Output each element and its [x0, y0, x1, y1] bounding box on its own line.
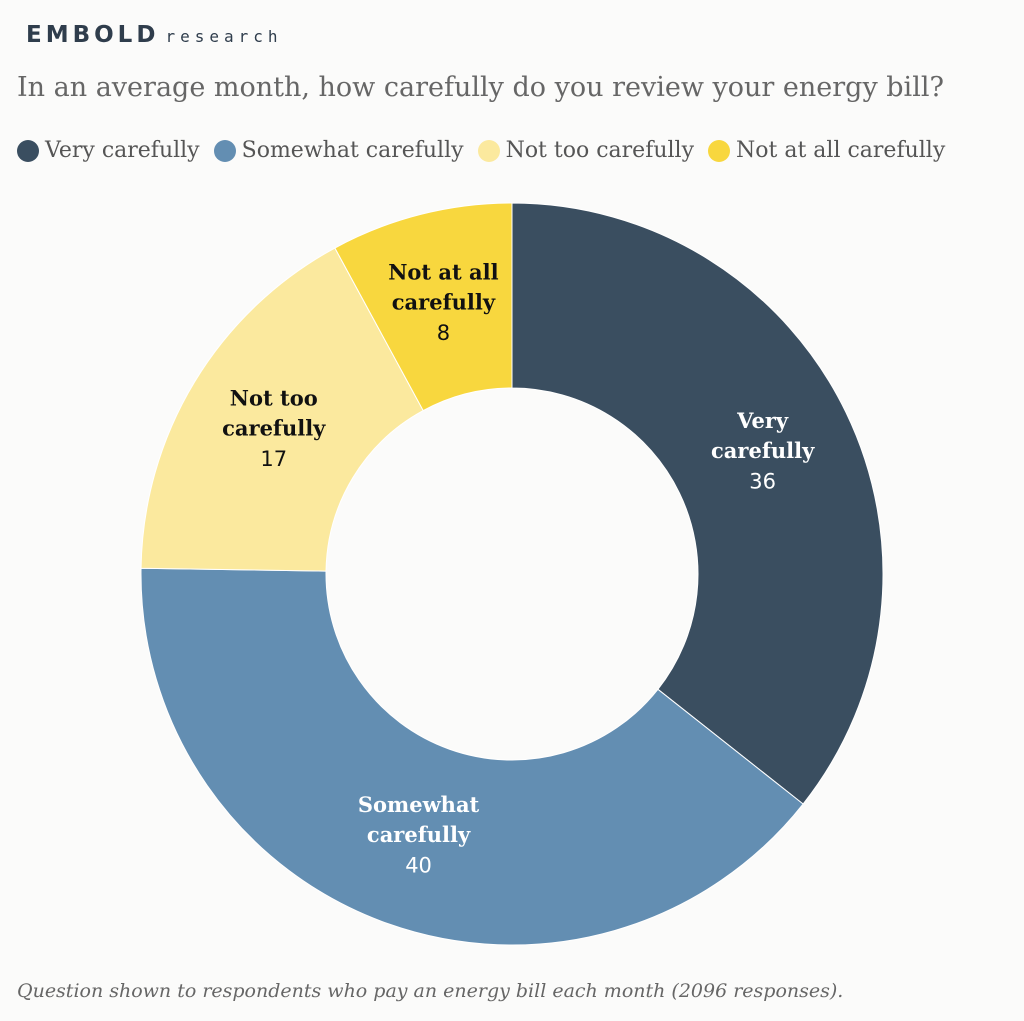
slice-category-label: Somewhat	[358, 792, 480, 817]
legend-item-not-at-all-carefully: Not at all carefully	[708, 138, 945, 163]
slice-not-at-all-carefully	[334, 202, 513, 412]
slice-somewhat-carefully	[140, 567, 804, 946]
brand-subtitle: research	[165, 27, 283, 46]
chart-legend: Very carefully Somewhat carefully Not to…	[17, 138, 959, 163]
slice-value-label: 40	[405, 853, 432, 877]
slice-category-label: carefully	[367, 822, 471, 847]
brand-logo: EMBOLD research	[26, 22, 283, 48]
brand-name: EMBOLD	[26, 22, 160, 48]
legend-item-not-too-carefully: Not too carefully	[477, 138, 695, 163]
chart-title: In an average month, how carefully do yo…	[17, 72, 944, 103]
legend-swatch	[708, 139, 731, 162]
legend-label: Not too carefully	[505, 138, 695, 163]
legend-swatch	[17, 139, 39, 162]
legend-label: Very carefully	[45, 138, 200, 163]
slice-label-not-too-carefully: Not too carefully 17	[222, 385, 326, 471]
slice-not-too-carefully	[140, 247, 424, 572]
legend-item-very-carefully: Very carefully	[17, 138, 200, 163]
slice-category-label: carefully	[392, 290, 496, 315]
slice-category-label: Not too	[230, 385, 318, 410]
slice-label-very-carefully: Very carefully 36	[711, 408, 815, 494]
legend-swatch	[477, 139, 500, 162]
slice-value-label: 36	[749, 470, 776, 494]
slice-category-label: Very	[736, 408, 789, 433]
slice-category-label: Not at all	[388, 260, 498, 285]
legend-label: Somewhat carefully	[241, 138, 464, 163]
slice-value-label: 8	[437, 321, 450, 345]
slice-label-not-at-all-carefully: Not at all carefully 8	[388, 260, 498, 346]
slice-label-somewhat-carefully: Somewhat carefully 40	[358, 792, 480, 878]
slice-category-label: carefully	[222, 415, 326, 440]
legend-swatch	[213, 139, 236, 162]
donut-chart: Very carefully 36 Somewhat carefully 40 Not to…	[140, 202, 884, 946]
slice-value-label: 17	[260, 447, 287, 471]
legend-label: Not at all carefully	[736, 138, 946, 163]
footnote: Question shown to respondents who pay an…	[17, 980, 844, 1002]
legend-item-somewhat-carefully: Somewhat carefully	[213, 138, 464, 163]
slice-category-label: carefully	[711, 438, 815, 463]
slice-very-carefully	[511, 202, 884, 805]
